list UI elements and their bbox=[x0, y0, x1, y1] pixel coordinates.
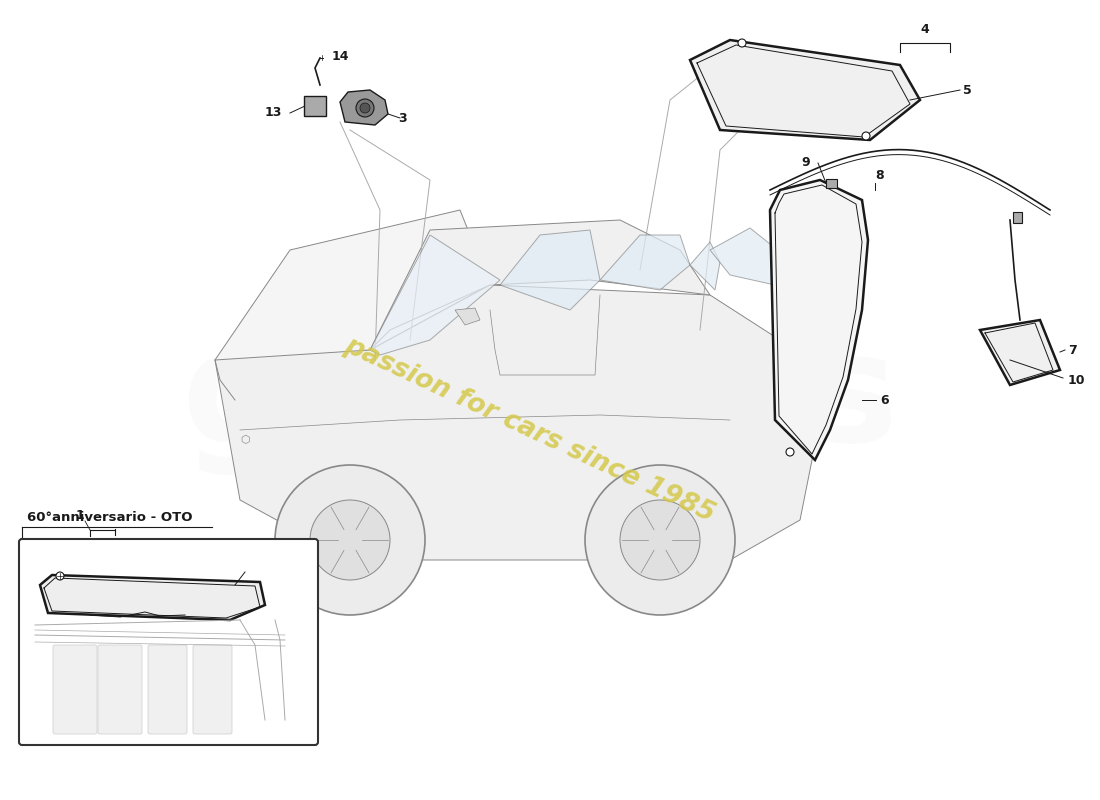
Polygon shape bbox=[770, 180, 868, 460]
Text: 8: 8 bbox=[874, 169, 883, 182]
Text: 2: 2 bbox=[43, 578, 52, 591]
Text: 13: 13 bbox=[265, 106, 282, 119]
Polygon shape bbox=[370, 220, 710, 350]
Polygon shape bbox=[214, 210, 490, 380]
Text: 12: 12 bbox=[110, 695, 128, 709]
Polygon shape bbox=[690, 242, 721, 290]
Text: 6: 6 bbox=[880, 394, 889, 406]
Text: 4: 4 bbox=[921, 23, 929, 36]
FancyBboxPatch shape bbox=[153, 699, 168, 710]
FancyBboxPatch shape bbox=[1012, 211, 1022, 222]
Circle shape bbox=[56, 572, 64, 580]
FancyBboxPatch shape bbox=[148, 645, 187, 734]
Circle shape bbox=[738, 39, 746, 47]
Polygon shape bbox=[500, 230, 600, 310]
Circle shape bbox=[786, 448, 794, 456]
Polygon shape bbox=[455, 308, 480, 325]
Circle shape bbox=[585, 465, 735, 615]
Text: 1: 1 bbox=[76, 509, 85, 522]
Polygon shape bbox=[40, 575, 265, 620]
Circle shape bbox=[275, 465, 425, 615]
Text: passion for cars since 1985: passion for cars since 1985 bbox=[341, 333, 719, 527]
Polygon shape bbox=[340, 90, 388, 125]
FancyBboxPatch shape bbox=[126, 686, 143, 698]
Circle shape bbox=[310, 500, 390, 580]
Text: 11: 11 bbox=[86, 682, 103, 695]
Text: 10: 10 bbox=[1068, 374, 1086, 386]
FancyBboxPatch shape bbox=[192, 645, 232, 734]
Text: 60°anniversario - OTO: 60°anniversario - OTO bbox=[28, 511, 192, 524]
Polygon shape bbox=[600, 235, 690, 290]
Text: 15: 15 bbox=[248, 557, 265, 570]
Polygon shape bbox=[710, 228, 790, 285]
FancyBboxPatch shape bbox=[53, 645, 97, 734]
FancyBboxPatch shape bbox=[304, 96, 326, 116]
FancyBboxPatch shape bbox=[825, 178, 836, 187]
FancyBboxPatch shape bbox=[19, 539, 318, 745]
Text: 14: 14 bbox=[332, 50, 350, 62]
Text: 7: 7 bbox=[1068, 343, 1077, 357]
Polygon shape bbox=[214, 285, 820, 560]
Circle shape bbox=[620, 500, 700, 580]
Polygon shape bbox=[980, 320, 1060, 385]
Text: gleparts: gleparts bbox=[182, 325, 899, 475]
FancyBboxPatch shape bbox=[98, 645, 142, 734]
Circle shape bbox=[360, 103, 370, 113]
Text: 9: 9 bbox=[802, 157, 810, 170]
Circle shape bbox=[862, 132, 870, 140]
Circle shape bbox=[356, 99, 374, 117]
Polygon shape bbox=[690, 40, 920, 140]
Text: 3: 3 bbox=[398, 111, 407, 125]
Text: 5: 5 bbox=[962, 83, 971, 97]
Text: ⬡: ⬡ bbox=[240, 435, 250, 445]
Polygon shape bbox=[370, 235, 500, 355]
Polygon shape bbox=[68, 540, 270, 680]
